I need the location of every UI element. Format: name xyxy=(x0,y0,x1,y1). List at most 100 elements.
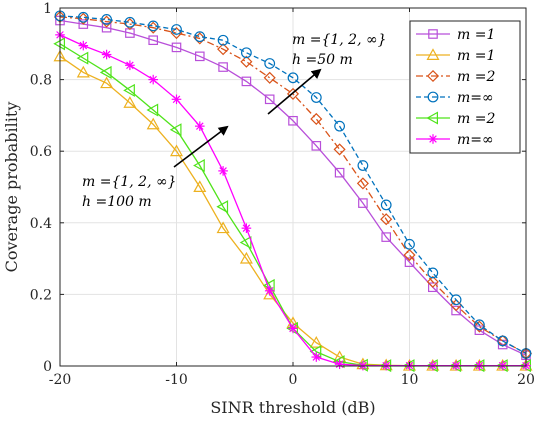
data-point xyxy=(380,213,393,226)
data-point xyxy=(264,58,276,69)
data-point xyxy=(239,235,252,250)
legend-label: m=∞ xyxy=(457,132,494,148)
data-point xyxy=(124,16,136,28)
data-point xyxy=(216,200,229,214)
data-point xyxy=(264,94,275,105)
data-point xyxy=(99,65,112,79)
data-point xyxy=(287,72,299,84)
y-axis-title: Coverage probability xyxy=(2,102,21,273)
annotation-100m: m ={1, 2, ∞} h =100 m xyxy=(82,125,229,210)
data-point xyxy=(101,49,112,60)
data-point xyxy=(218,62,228,72)
data-point xyxy=(311,352,322,362)
series-line xyxy=(59,16,527,355)
data-point xyxy=(170,27,183,40)
series-line xyxy=(59,19,527,356)
data-point xyxy=(428,282,438,293)
legend-marker xyxy=(428,29,438,39)
series-3 xyxy=(53,10,533,360)
legend-label: m =1 xyxy=(457,48,495,64)
data-point xyxy=(310,112,323,126)
legend-box xyxy=(409,20,521,154)
x-tick-label: -10 xyxy=(165,372,188,388)
data-point xyxy=(195,121,205,131)
y-tick-label: 0.2 xyxy=(30,287,52,303)
data-point xyxy=(169,144,184,157)
data-point xyxy=(473,320,486,333)
data-point xyxy=(380,199,392,211)
y-tick-label: 0.6 xyxy=(30,144,52,160)
data-point xyxy=(147,20,159,32)
data-point xyxy=(101,22,112,33)
data-point xyxy=(194,31,206,43)
legend-marker xyxy=(428,134,438,144)
data-point xyxy=(77,11,89,23)
data-point xyxy=(146,117,160,130)
data-point xyxy=(78,19,89,29)
legend-item: m=∞ xyxy=(416,90,494,106)
legend-marker xyxy=(427,91,439,103)
data-point xyxy=(239,251,253,264)
legend-marker xyxy=(426,48,440,61)
data-point xyxy=(288,323,298,334)
data-point xyxy=(309,335,323,348)
legend-item: m =1 xyxy=(416,48,495,64)
data-point xyxy=(240,55,253,68)
series-4 xyxy=(54,10,532,359)
data-point xyxy=(334,167,345,178)
data-point xyxy=(101,14,112,25)
data-point xyxy=(76,51,89,65)
data-point xyxy=(263,71,276,84)
data-point xyxy=(358,198,368,208)
axis-ticks: -20 -10 0 10 20 0 0.2 0.4 0.6 0.8 1 xyxy=(30,1,535,388)
data-point xyxy=(474,325,485,335)
x-tick-label: 20 xyxy=(517,372,535,388)
data-point xyxy=(311,141,322,151)
data-point xyxy=(146,103,159,117)
series-line xyxy=(59,15,527,355)
legend-label: m =1 xyxy=(457,27,495,43)
annotation-100m-line2: h =100 m xyxy=(82,194,152,210)
data-point xyxy=(100,76,114,89)
data-point xyxy=(333,143,346,156)
legend-label: m =2 xyxy=(457,69,495,85)
data-point xyxy=(404,257,415,267)
data-point xyxy=(241,223,252,233)
annotation-100m-arrow xyxy=(173,125,229,168)
legend-label: m =2 xyxy=(457,111,495,127)
legend-item: m =2 xyxy=(416,69,495,85)
data-point xyxy=(357,160,369,171)
data-point xyxy=(381,232,391,242)
annotation-50m-arrow xyxy=(267,68,322,115)
legend-item: m =1 xyxy=(416,27,495,43)
data-point xyxy=(264,286,275,296)
data-point xyxy=(171,42,182,53)
data-point xyxy=(148,74,158,85)
y-tick-label: 0.4 xyxy=(30,216,52,232)
data-point xyxy=(217,34,229,46)
data-point xyxy=(426,275,439,288)
data-point xyxy=(450,294,462,306)
annotation-50m: m ={1, 2, ∞} h =50 m xyxy=(267,32,387,115)
data-point xyxy=(123,83,135,97)
data-point xyxy=(193,159,205,173)
data-point xyxy=(240,47,252,59)
data-point xyxy=(195,51,205,62)
data-point xyxy=(404,238,415,250)
data-point xyxy=(241,76,252,87)
legend-label: m=∞ xyxy=(457,90,494,106)
data-point xyxy=(334,359,345,370)
annotation-50m-line1: m ={1, 2, ∞} xyxy=(292,32,387,48)
data-point xyxy=(288,115,298,126)
y-tick-label: 0 xyxy=(43,359,52,375)
data-point xyxy=(123,96,137,108)
data-point xyxy=(451,305,461,316)
data-point xyxy=(148,35,158,46)
legend-item: m=∞ xyxy=(416,132,494,148)
data-point xyxy=(171,94,182,105)
annotation-50m-line2: h =50 m xyxy=(292,52,353,68)
data-point xyxy=(218,166,228,176)
x-tick-label: -20 xyxy=(49,372,72,388)
data-point xyxy=(403,248,416,262)
